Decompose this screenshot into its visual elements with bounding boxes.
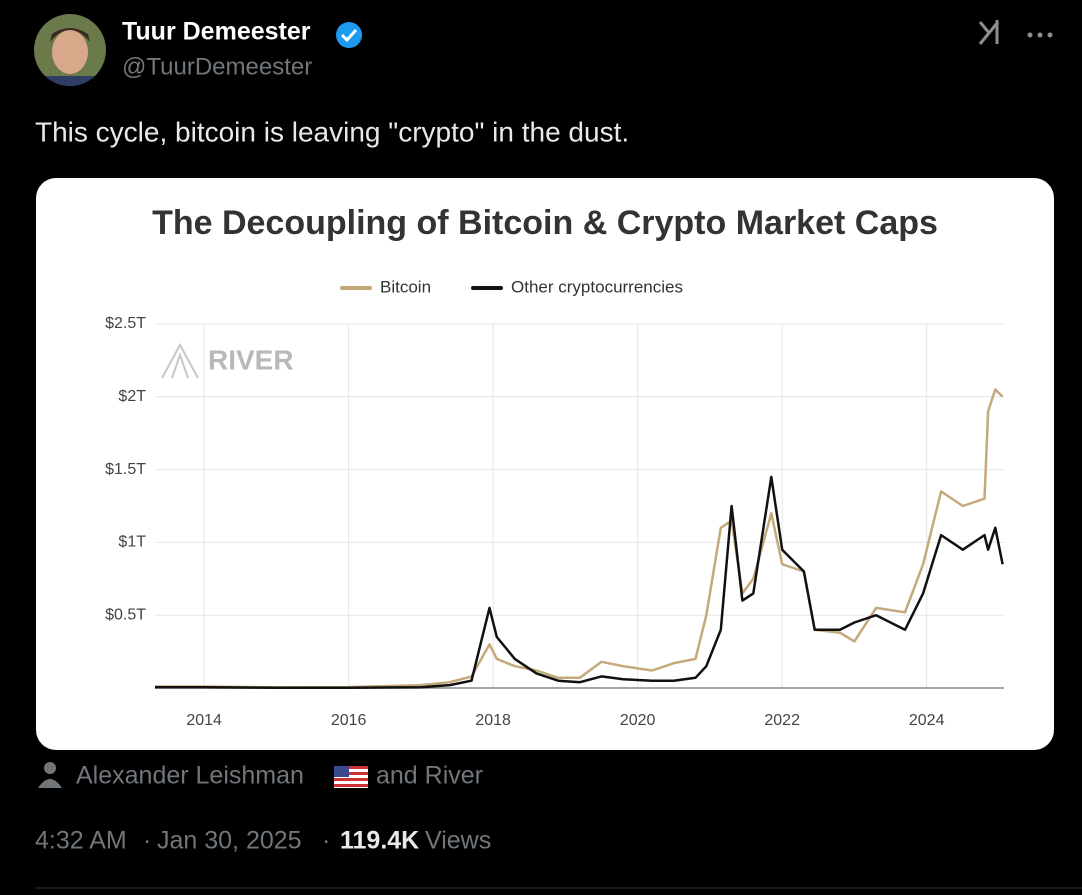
timestamp-date[interactable]: Jan 30, 2025	[157, 827, 302, 855]
credit-icon	[38, 762, 62, 788]
watermark: RIVER	[208, 344, 294, 375]
y-tick-label: $2T	[118, 388, 146, 405]
timestamp-time[interactable]: 4:32 AM	[35, 827, 127, 855]
chart-title: The Decoupling of Bitcoin & Crypto Marke…	[152, 204, 938, 242]
tweet-text: This cycle, bitcoin is leaving "crypto" …	[35, 116, 629, 147]
author-handle[interactable]: @TuurDemeester	[122, 53, 312, 80]
grok-icon[interactable]	[978, 20, 1000, 45]
views-label: Views	[425, 827, 491, 855]
x-tick-label: 2018	[475, 712, 511, 729]
y-tick-label: $2.5T	[105, 315, 146, 332]
verified-badge	[336, 22, 362, 48]
y-tick-label: $1.5T	[105, 461, 146, 478]
series-line	[155, 475, 1004, 689]
chart: The Decoupling of Bitcoin & Crypto Marke…	[105, 204, 1004, 729]
y-tick-label: $1T	[118, 534, 146, 551]
x-tick-label: 2014	[186, 712, 222, 729]
media-card[interactable]	[36, 178, 1054, 750]
y-tick-label: $0.5T	[105, 606, 146, 623]
separator: ·	[143, 827, 151, 855]
separator: ·	[322, 827, 330, 855]
river-logo	[161, 342, 199, 379]
x-tick-label: 2022	[764, 712, 800, 729]
x-tick-label: 2016	[331, 712, 367, 729]
legend-label: Other cryptocurrencies	[511, 277, 683, 296]
legend-label: Bitcoin	[380, 277, 431, 296]
view-count: 119.4K	[340, 827, 419, 855]
flag	[334, 766, 368, 788]
avatar[interactable]	[34, 14, 106, 96]
more-button[interactable]	[1027, 32, 1053, 38]
credit-rest: and River	[376, 762, 483, 790]
author-name[interactable]: Tuur Demeester	[122, 18, 311, 46]
x-tick-label: 2024	[909, 712, 945, 729]
x-tick-label: 2020	[620, 712, 656, 729]
credit-person[interactable]: Alexander Leishman	[76, 762, 304, 790]
